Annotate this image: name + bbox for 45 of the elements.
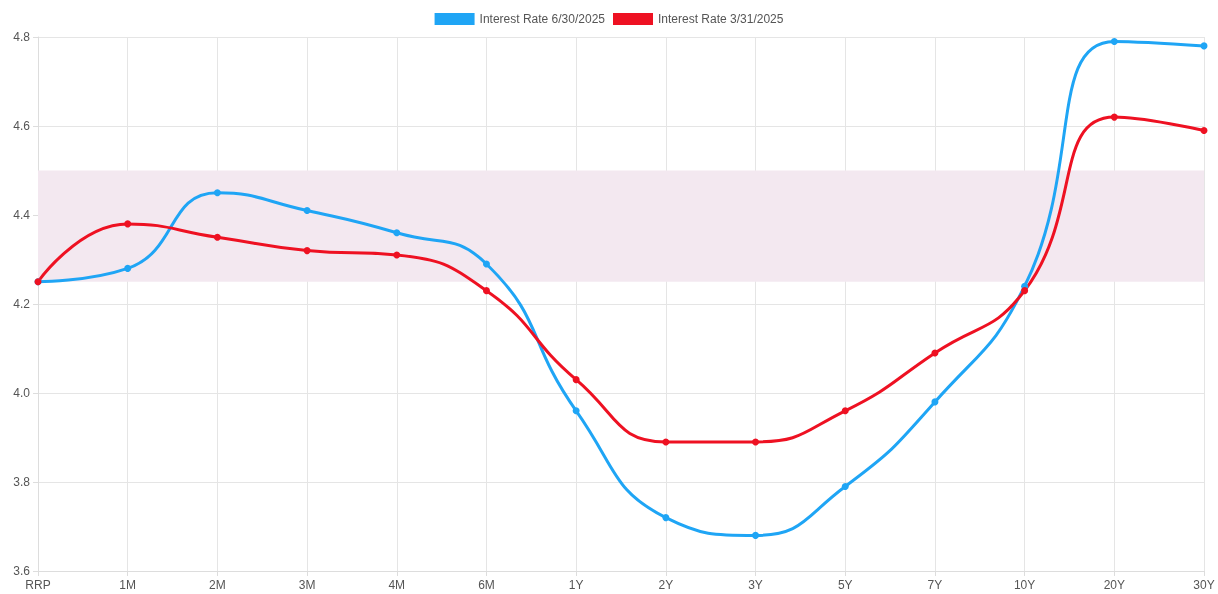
point — [1200, 126, 1208, 134]
x-tick-label: 2M — [209, 578, 226, 592]
point — [662, 514, 670, 522]
point — [124, 264, 132, 272]
x-tick-label: 5Y — [837, 578, 853, 592]
point — [1021, 287, 1029, 295]
x-tick-label: 20Y — [1103, 578, 1125, 592]
point — [213, 189, 221, 197]
x-tick-label: 4M — [388, 578, 406, 592]
x-tick-label: 1M — [119, 578, 137, 592]
x-tick-label: 7Y — [927, 578, 943, 592]
y-tick-label: 3.8 — [13, 475, 31, 489]
point — [752, 438, 760, 446]
point — [662, 438, 670, 446]
point — [303, 207, 311, 215]
y-tick-label: 4.4 — [13, 208, 31, 222]
point — [393, 229, 401, 237]
point — [572, 407, 580, 415]
legend-label: Interest Rate 3/31/2025 — [658, 12, 784, 26]
point — [572, 376, 580, 384]
point — [393, 251, 401, 259]
y-tick-label: 4.8 — [13, 30, 31, 44]
point — [124, 220, 132, 228]
x-tick-label: 1Y — [568, 578, 584, 592]
x-tick-label: 30Y — [1193, 578, 1215, 592]
x-tick-label: RRP — [25, 578, 51, 592]
point — [482, 260, 490, 268]
y-tick-label: 4.2 — [13, 297, 31, 311]
legend-label: Interest Rate 6/30/2025 — [479, 12, 606, 26]
x-tick-label: 3Y — [748, 578, 763, 592]
point — [303, 247, 311, 255]
point — [213, 233, 221, 241]
y-tick-label: 3.6 — [13, 564, 31, 578]
point — [841, 407, 849, 415]
point — [841, 482, 849, 490]
x-tick-label: 10Y — [1013, 578, 1036, 592]
point — [482, 287, 490, 295]
point — [752, 531, 760, 539]
y-tick-label: 4.0 — [13, 386, 31, 400]
x-tick-label: 6M — [478, 578, 495, 592]
y-tick-label: 4.6 — [13, 119, 31, 133]
x-tick-label: 2Y — [658, 578, 674, 592]
point — [1110, 37, 1118, 45]
x-tick-label: 3M — [298, 578, 316, 592]
point — [1110, 113, 1118, 121]
